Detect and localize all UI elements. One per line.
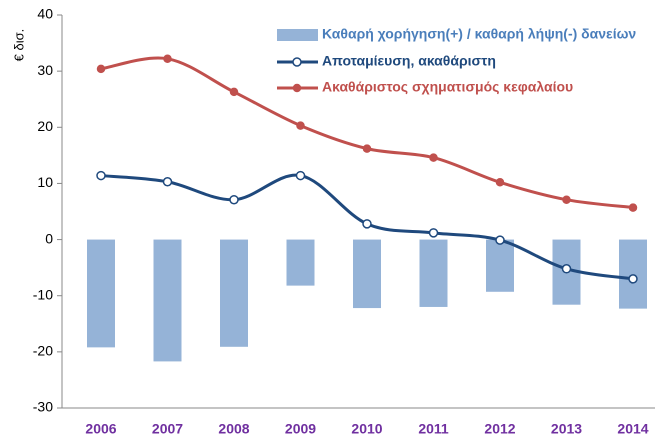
bar <box>286 239 315 286</box>
marker <box>561 264 572 274</box>
x-tick-label: 2011 <box>418 421 449 437</box>
legend-swatch <box>277 29 318 41</box>
y-tick-label: 10 <box>37 174 53 190</box>
y-tick-label: 0 <box>45 230 53 246</box>
marker <box>628 274 638 284</box>
marker <box>362 144 372 153</box>
marker <box>362 219 372 229</box>
x-tick-label: 2014 <box>617 421 648 437</box>
y-axis-label: € δισ. <box>11 29 26 62</box>
marker <box>96 170 106 181</box>
y-tick-label: -30 <box>33 399 53 415</box>
legend-label: Ακαθάριστος σχηματισμός κεφαλαίου <box>322 79 573 95</box>
marker <box>628 203 638 212</box>
marker <box>295 170 306 181</box>
legend-label: Αποταμίευση, ακαθάριστη <box>322 53 496 69</box>
bar <box>419 239 448 307</box>
legend-label: Καθαρή χορήγηση(+) / καθαρή λήψη(-) δανε… <box>322 26 636 42</box>
marker <box>163 54 172 64</box>
legend-marker <box>292 57 302 67</box>
y-tick-label: 20 <box>37 118 53 134</box>
y-tick-label: -10 <box>33 286 53 302</box>
x-tick-label: 2012 <box>484 421 515 437</box>
bar <box>153 239 182 362</box>
marker <box>229 87 239 97</box>
marker <box>96 64 106 74</box>
y-tick-label: 40 <box>37 6 53 22</box>
y-tick-label: -20 <box>33 343 53 359</box>
legend-marker <box>292 83 302 93</box>
x-tick-label: 2008 <box>218 421 249 437</box>
bar <box>87 239 115 348</box>
x-tick-label: 2006 <box>85 421 116 437</box>
marker <box>495 178 505 187</box>
y-tick-label: 30 <box>37 62 53 78</box>
marker <box>429 153 438 162</box>
x-tick-label: 2013 <box>551 421 582 437</box>
marker <box>562 195 571 204</box>
bar <box>353 239 381 309</box>
x-tick-label: 2010 <box>351 421 382 437</box>
bar <box>220 239 248 347</box>
marker <box>428 228 439 238</box>
x-tick-label: 2009 <box>285 421 316 437</box>
marker <box>495 235 505 245</box>
bar <box>486 239 514 292</box>
marker <box>162 176 173 187</box>
bar <box>619 239 647 309</box>
x-tick-label: 2007 <box>152 421 183 437</box>
marker <box>296 121 305 130</box>
marker <box>229 194 239 205</box>
